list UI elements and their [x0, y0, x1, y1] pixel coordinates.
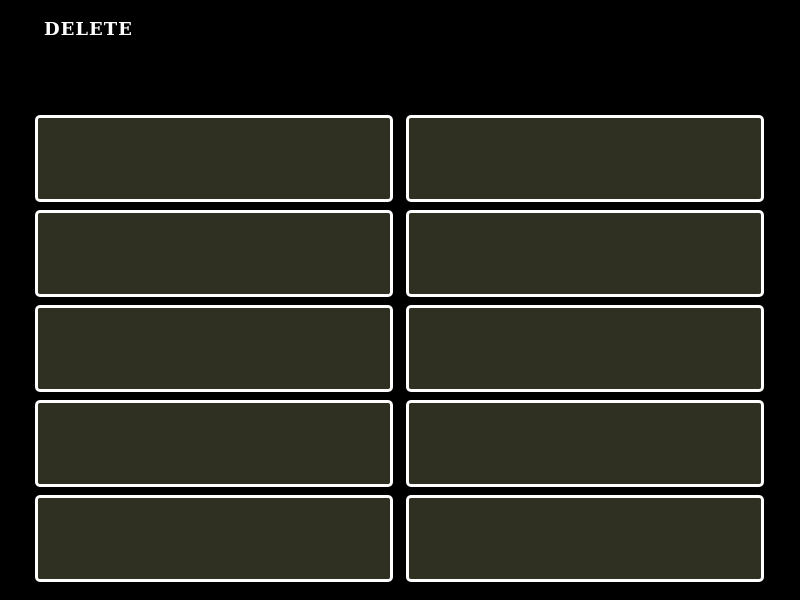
save-slot-10[interactable] [406, 495, 764, 582]
save-slot-1[interactable] [35, 115, 393, 202]
save-slot-7[interactable] [35, 400, 393, 487]
save-slot-2[interactable] [406, 115, 764, 202]
save-slot-3[interactable] [35, 210, 393, 297]
screen-title: DELETE [44, 19, 133, 40]
save-slot-5[interactable] [35, 305, 393, 392]
save-slot-6[interactable] [406, 305, 764, 392]
save-slot-4[interactable] [406, 210, 764, 297]
save-slot-9[interactable] [35, 495, 393, 582]
save-slot-8[interactable] [406, 400, 764, 487]
